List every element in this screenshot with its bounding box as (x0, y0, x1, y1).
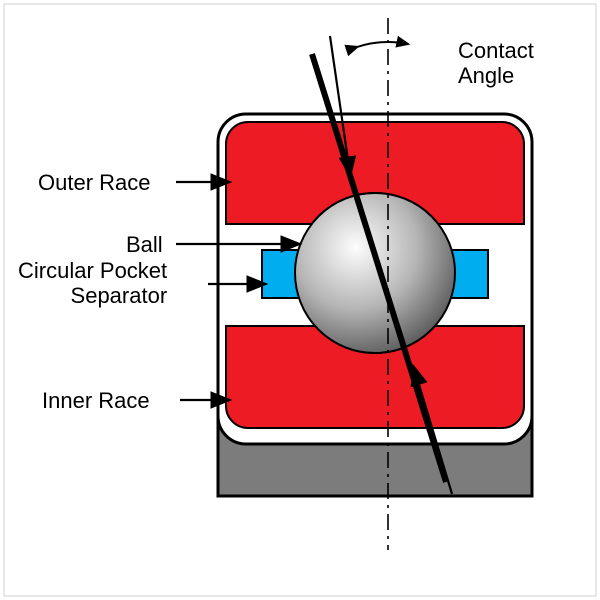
label-inner-race: Inner Race (42, 388, 150, 413)
label-ball: Ball (126, 232, 163, 257)
label-separator: Circular PocketSeparator (18, 258, 167, 309)
diagram-container: ContactAngle Outer Race Ball Circular Po… (0, 0, 600, 600)
label-outer-race: Outer Race (38, 170, 151, 195)
label-contact-angle: ContactAngle (458, 38, 534, 89)
contact-angle-arc (358, 42, 409, 47)
ball (295, 193, 455, 353)
